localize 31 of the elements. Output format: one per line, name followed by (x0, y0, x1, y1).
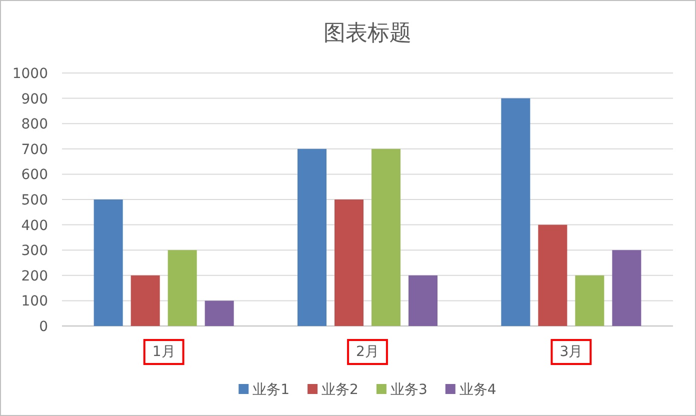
y-tick-label: 1000 (12, 66, 48, 82)
y-tick-label: 900 (21, 91, 48, 108)
legend-label: 业务1 (252, 382, 290, 398)
bar (612, 250, 642, 326)
legend-label: 业务2 (322, 382, 358, 398)
bar (538, 224, 568, 326)
y-tick-label: 100 (21, 294, 48, 310)
chart-title: 图表标题 (324, 21, 412, 46)
bar (168, 250, 197, 326)
legend-label: 业务3 (390, 382, 428, 398)
y-tick-label: 700 (21, 142, 48, 158)
y-tick-label: 600 (21, 167, 48, 184)
bar (298, 148, 326, 326)
x-tick-label: 3月 (560, 344, 583, 360)
x-tick-label: 2月 (356, 344, 379, 360)
bar (372, 148, 400, 326)
bar (334, 200, 364, 326)
legend-label: 业务4 (459, 382, 496, 398)
bar (408, 275, 438, 326)
x-tick-label: 1月 (152, 344, 176, 360)
bar (204, 300, 234, 326)
y-tick-label: 0 (39, 319, 48, 335)
bar (575, 275, 604, 326)
bar (94, 200, 123, 326)
bar (130, 275, 160, 326)
y-tick-label: 300 (21, 243, 48, 260)
y-tick-label: 400 (21, 218, 48, 234)
y-tick-label: 200 (21, 268, 48, 284)
bar (501, 98, 530, 326)
y-tick-label: 500 (21, 192, 48, 208)
y-tick-label: 800 (21, 116, 48, 133)
